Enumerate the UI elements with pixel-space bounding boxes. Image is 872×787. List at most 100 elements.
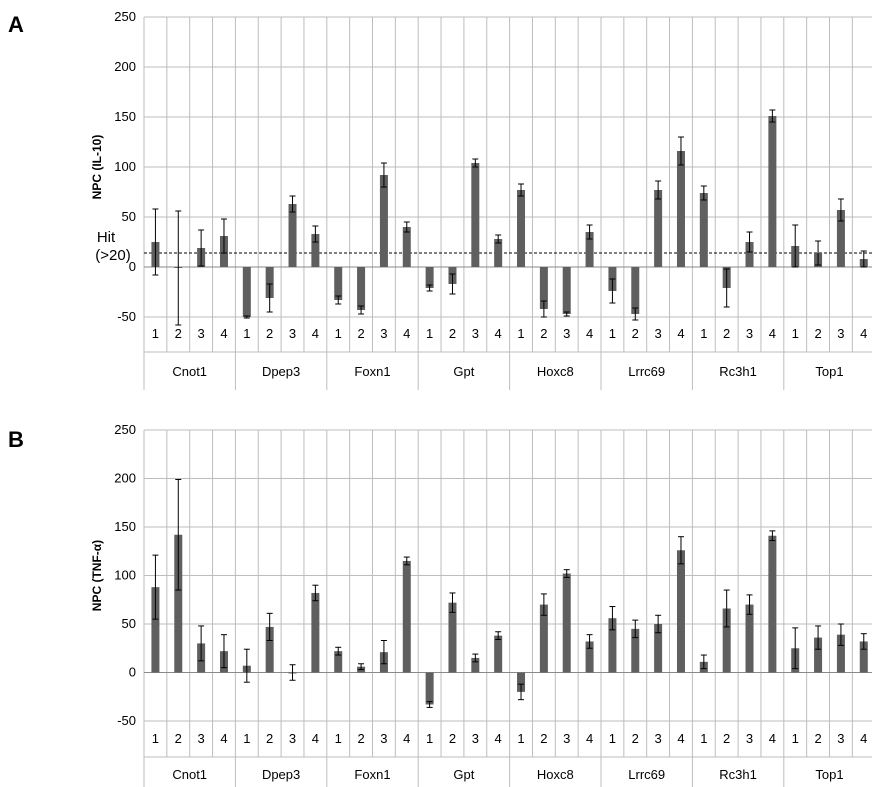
bar [585,641,594,673]
x-sub-label: 3 [563,326,570,341]
x-sub-label: 3 [198,326,205,341]
bar [265,626,274,673]
x-sub-label: 4 [403,326,410,341]
y-tick-label: -50 [117,713,136,728]
bar [174,534,183,673]
y-tick-label: 100 [114,568,136,583]
bar [379,175,388,267]
x-sub-label: 4 [860,731,867,746]
bar [859,641,868,673]
bar [357,267,366,310]
bar [836,634,845,673]
y-tick-label: 250 [114,9,136,24]
bar [288,204,297,267]
bar [265,267,274,298]
bar [517,672,526,692]
x-sub-label: 2 [540,731,547,746]
x-sub-label: 4 [769,731,776,746]
bar [608,618,617,673]
x-group-label: Foxn1 [354,364,390,379]
y-tick-label: 100 [114,159,136,174]
x-sub-label: 2 [814,326,821,341]
x-sub-label: 3 [472,326,479,341]
bar [722,608,731,673]
x-group-label: Gpt [453,364,474,379]
x-sub-label: 2 [540,326,547,341]
bar [631,628,640,673]
bar [517,190,526,267]
x-group-label: Cnot1 [172,364,207,379]
x-sub-label: 4 [677,326,684,341]
bar [745,242,754,267]
x-group-label: Top1 [815,364,843,379]
bar [539,604,548,673]
bar [494,239,503,267]
x-sub-label: 4 [312,326,319,341]
panel-label-a: A [8,12,24,37]
x-sub-label: 1 [426,326,433,341]
x-sub-label: 4 [769,326,776,341]
x-group-label: Hoxc8 [537,767,574,782]
x-sub-label: 3 [746,731,753,746]
x-group-label: Top1 [815,767,843,782]
x-sub-label: 4 [495,731,502,746]
x-group-label: Foxn1 [354,767,390,782]
x-sub-label: 2 [175,326,182,341]
panel-label-b: B [8,427,24,452]
x-sub-label: 1 [517,326,524,341]
bar [471,163,480,267]
x-group-label: Hoxc8 [537,364,574,379]
x-sub-label: 2 [632,731,639,746]
bar [768,535,777,673]
x-sub-label: 1 [609,326,616,341]
bar [654,624,663,673]
x-sub-label: 2 [723,731,730,746]
y-tick-label: 0 [129,665,136,680]
x-sub-label: 4 [220,731,227,746]
bar [151,587,160,673]
bar [699,193,708,267]
bar [836,210,845,267]
x-sub-label: 1 [792,731,799,746]
y-tick-label: 200 [114,471,136,486]
x-sub-label: 1 [792,326,799,341]
x-sub-label: 3 [289,326,296,341]
x-group-label: Dpep3 [262,767,300,782]
bar [814,637,823,673]
y-tick-label: 150 [114,519,136,534]
x-sub-label: 4 [677,731,684,746]
y-tick-label: 50 [122,209,136,224]
y-axis-title: NPC (IL-10) [90,135,104,200]
x-sub-label: 3 [837,731,844,746]
x-sub-label: 3 [472,731,479,746]
x-sub-label: 1 [517,731,524,746]
bar [242,267,251,317]
x-sub-label: 1 [609,731,616,746]
bar [311,592,320,673]
x-sub-label: 2 [723,326,730,341]
x-group-label: Rc3h1 [719,767,757,782]
x-sub-label: 3 [198,731,205,746]
x-sub-label: 4 [495,326,502,341]
bar [562,573,571,673]
bar [402,227,411,267]
y-axis-title: NPC (TNF-α) [90,540,104,611]
bar [676,151,685,267]
x-group-label: Gpt [453,767,474,782]
x-group-label: Rc3h1 [719,364,757,379]
x-sub-label: 3 [563,731,570,746]
x-sub-label: 2 [266,731,273,746]
x-sub-label: 1 [335,326,342,341]
bar [676,550,685,673]
x-sub-label: 2 [814,731,821,746]
x-sub-label: 4 [860,326,867,341]
x-sub-label: 3 [380,326,387,341]
bar [425,672,434,705]
x-sub-label: 2 [632,326,639,341]
x-sub-label: 3 [380,731,387,746]
x-sub-label: 2 [357,731,364,746]
x-sub-label: 4 [403,731,410,746]
bar [768,116,777,267]
x-sub-label: 2 [449,731,456,746]
x-sub-label: 4 [312,731,319,746]
